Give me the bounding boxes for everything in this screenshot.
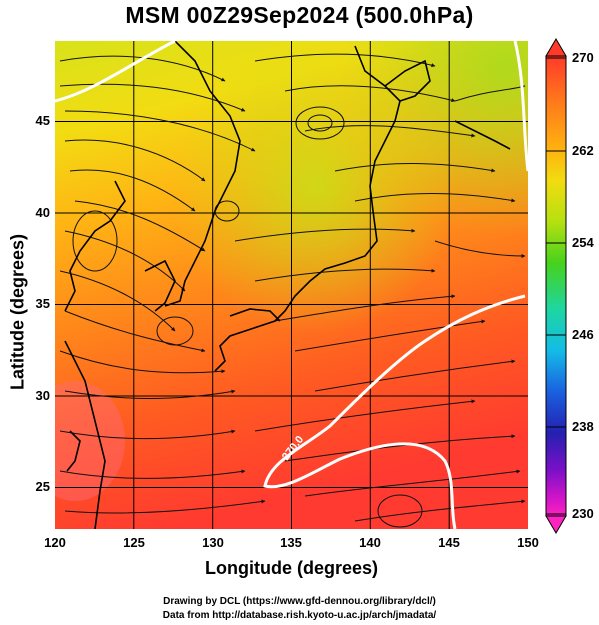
colorbar-scale (545, 55, 567, 517)
lat-lon-grid (55, 41, 528, 529)
colorbar-tick-230: 230 (572, 506, 594, 521)
credit-drawing: Drawing by DCL (https://www.gfd-dennou.o… (163, 596, 436, 607)
x-tick-120: 120 (44, 535, 66, 550)
y-axis-label-text: Latitude (degrees) (7, 233, 28, 391)
x-tick-140: 140 (359, 535, 381, 550)
y-axis-label: Latitude (degrees) (0, 212, 38, 412)
credit-data: Data from http://database.rish.kyoto-u.a… (162, 610, 437, 621)
y-tick-40: 40 (35, 205, 50, 220)
colorbar-top-arrow (545, 38, 567, 57)
x-tick-150: 150 (517, 535, 539, 550)
colorbar-tick-262: 262 (572, 143, 594, 158)
colorbar-tick-254: 254 (572, 235, 594, 250)
x-tick-145: 145 (438, 535, 460, 550)
colorbar (545, 38, 567, 534)
y-tick-35: 35 (35, 296, 50, 311)
y-tick-25: 25 (35, 479, 50, 494)
colorbar-tick-270: 270 (572, 50, 594, 65)
colorbar-tick-238: 238 (572, 419, 594, 434)
coastlines (64, 41, 511, 529)
y-tick-45: 45 (35, 113, 50, 128)
x-axis-label: Longitude (degrees) (204, 558, 378, 578)
x-tick-130: 130 (202, 535, 224, 550)
colorbar-bottom-arrow (545, 515, 567, 534)
wind-temperature-map: 270.0 (55, 41, 528, 529)
x-tick-135: 135 (280, 535, 302, 550)
y-tick-30: 30 (35, 388, 50, 403)
chart-title: MSM 00Z29Sep2024 (500.0hPa) (125, 2, 474, 28)
wind-streamlines (59, 53, 526, 528)
x-tick-125: 125 (123, 535, 145, 550)
temperature-contour (55, 41, 528, 529)
colorbar-tick-246: 246 (572, 327, 594, 342)
